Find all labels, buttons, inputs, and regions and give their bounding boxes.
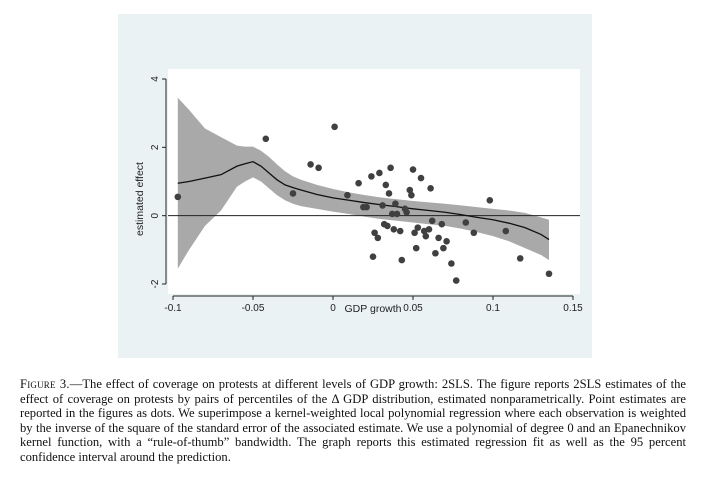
data-point [545,270,553,278]
data-point [428,217,436,225]
data-point [411,229,418,237]
data-point [363,203,370,211]
x-tick-label: -0.1 [164,303,182,314]
data-point [392,200,399,208]
data-point [393,210,401,218]
data-point [382,181,390,189]
x-tick-label: 0.15 [563,303,583,314]
data-point [403,208,410,216]
data-point [331,123,338,131]
data-point [422,232,430,240]
data-point [369,253,377,260]
caption-text: —The effect of coverage on protests at d… [20,377,686,464]
data-point [398,256,406,264]
data-point [462,219,470,226]
data-point [425,226,433,233]
data-point [368,173,375,180]
data-point [432,249,439,257]
data-point [440,244,447,252]
x-tick-label: 0 [330,303,336,314]
data-point [448,260,455,267]
data-point [502,227,510,235]
y-tick-label: 4 [150,76,161,82]
data-point [516,255,524,262]
x-tick-label: 0.05 [403,303,423,314]
data-point [376,169,383,177]
figure-caption: Figure 3.—The effect of coverage on prot… [20,377,686,465]
data-point [470,229,478,237]
data-point [396,227,404,235]
data-point [435,234,442,242]
data-point [414,224,422,231]
scatter-plot: -0.1 -0.05 0 0.05 0.1 0.15 -2 0 2 4 GDP growth es… [134,69,583,315]
caption-label: Figure 3. [20,377,70,391]
data-point [355,179,362,187]
y-tick-label: 2 [150,144,161,150]
x-tick-label: 0.1 [486,303,500,314]
data-point [406,186,414,194]
data-point [307,161,314,168]
data-point [379,202,386,209]
data-point [486,196,494,204]
y-tick-label: -2 [150,279,161,288]
y-tick-label: 0 [150,212,161,218]
regression-fit-line [177,160,550,241]
data-point [344,191,351,199]
confidence-band [177,97,550,269]
data-point [427,185,434,192]
data-point [387,164,394,172]
data-point [289,190,297,197]
data-point [384,222,391,230]
data-point [262,135,270,143]
x-tick-label: -0.05 [242,303,265,314]
x-axis-title: GDP growth [345,303,402,315]
data-point [412,244,420,252]
data-point [315,164,322,172]
data-point [174,193,182,201]
data-point [408,191,415,199]
figure-panel: -0.1 -0.05 0 0.05 0.1 0.15 -2 0 2 4 GDP growth es… [118,14,592,358]
data-point [371,229,378,237]
y-axis-title: estimated effect [134,162,146,236]
data-point [390,226,398,233]
data-point [438,220,446,228]
data-point [417,174,425,182]
data-point [385,190,393,197]
data-point [374,234,382,242]
data-point [452,277,460,284]
data-point [388,210,396,218]
data-point [443,237,450,245]
data-point [409,166,417,173]
